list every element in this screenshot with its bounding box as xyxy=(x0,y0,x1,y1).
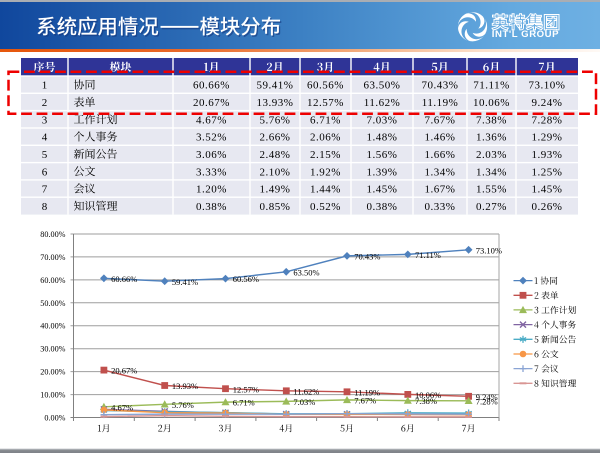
svg-text:71.11%: 71.11% xyxy=(415,250,441,260)
svg-text:40.00%: 40.00% xyxy=(40,322,65,331)
svg-text:63.50%: 63.50% xyxy=(364,80,401,92)
svg-text:2.03%: 2.03% xyxy=(476,149,507,161)
svg-text:10.06%: 10.06% xyxy=(415,390,441,400)
svg-text:9.24%: 9.24% xyxy=(532,97,563,109)
svg-text:73.10%: 73.10% xyxy=(529,80,566,92)
svg-text:1.56%: 1.56% xyxy=(367,149,398,161)
svg-text:20.00%: 20.00% xyxy=(40,368,65,377)
svg-text:59.41%: 59.41% xyxy=(172,277,198,287)
svg-text:11.19%: 11.19% xyxy=(354,387,380,397)
svg-text:1.92%: 1.92% xyxy=(310,166,341,178)
svg-text:5.76%: 5.76% xyxy=(172,400,194,410)
svg-text:70.00%: 70.00% xyxy=(40,253,65,262)
svg-text:7.67%: 7.67% xyxy=(425,114,456,126)
svg-text:5: 5 xyxy=(42,149,48,161)
svg-text:7.38%: 7.38% xyxy=(415,396,437,406)
svg-text:60.66%: 60.66% xyxy=(111,274,137,284)
svg-text:60.66%: 60.66% xyxy=(193,80,230,92)
svg-text:13.93%: 13.93% xyxy=(257,97,294,109)
svg-text:11.62%: 11.62% xyxy=(364,97,401,109)
svg-text:2.15%: 2.15% xyxy=(310,149,341,161)
svg-text:0.38%: 0.38% xyxy=(367,201,398,213)
svg-text:1.36%: 1.36% xyxy=(476,132,507,144)
svg-text:50.00%: 50.00% xyxy=(40,299,65,308)
svg-text:1.66%: 1.66% xyxy=(425,149,456,161)
svg-text:1.93%: 1.93% xyxy=(532,149,563,161)
svg-text:0.00%: 0.00% xyxy=(44,414,65,423)
svg-text:30.00%: 30.00% xyxy=(40,345,65,354)
svg-text:63.50%: 63.50% xyxy=(293,267,319,277)
svg-text:4.67%: 4.67% xyxy=(111,402,133,412)
svg-text:1.39%: 1.39% xyxy=(367,166,398,178)
svg-text:1.67%: 1.67% xyxy=(425,184,456,196)
svg-text:3.33%: 3.33% xyxy=(196,166,227,178)
svg-text:60.56%: 60.56% xyxy=(233,274,259,284)
svg-text:7.03%: 7.03% xyxy=(367,114,398,126)
svg-text:80.00%: 80.00% xyxy=(40,230,65,239)
svg-text:4: 4 xyxy=(42,132,48,144)
svg-text:7.03%: 7.03% xyxy=(293,397,315,407)
svg-text:2.06%: 2.06% xyxy=(310,132,341,144)
svg-text:7: 7 xyxy=(42,184,48,196)
svg-text:70.43%: 70.43% xyxy=(354,252,380,262)
svg-text:1.46%: 1.46% xyxy=(425,132,456,144)
svg-text:6.71%: 6.71% xyxy=(310,114,341,126)
svg-text:8: 8 xyxy=(42,201,48,213)
svg-text:0.33%: 0.33% xyxy=(425,201,456,213)
svg-text:1.49%: 1.49% xyxy=(260,184,291,196)
svg-text:2.66%: 2.66% xyxy=(260,132,291,144)
svg-text:5.76%: 5.76% xyxy=(260,114,291,126)
svg-text:7.67%: 7.67% xyxy=(354,396,376,406)
svg-text:0.27%: 0.27% xyxy=(476,201,507,213)
svg-text:20.67%: 20.67% xyxy=(193,97,230,109)
svg-text:9.24%: 9.24% xyxy=(476,392,498,402)
svg-text:0.26%: 0.26% xyxy=(532,201,563,213)
svg-text:6.71%: 6.71% xyxy=(233,398,255,408)
svg-text:1.29%: 1.29% xyxy=(532,132,563,144)
svg-text:10.00%: 10.00% xyxy=(40,391,65,400)
svg-text:0.52%: 0.52% xyxy=(310,201,341,213)
svg-text:6: 6 xyxy=(42,166,48,178)
svg-text:73.10%: 73.10% xyxy=(476,245,502,255)
svg-text:1.45%: 1.45% xyxy=(367,184,398,196)
svg-text:60.56%: 60.56% xyxy=(307,80,344,92)
svg-text:2.10%: 2.10% xyxy=(260,166,291,178)
svg-text:1.45%: 1.45% xyxy=(532,184,563,196)
svg-text:1: 1 xyxy=(42,80,48,92)
svg-text:12.57%: 12.57% xyxy=(233,384,259,394)
svg-text:20.67%: 20.67% xyxy=(111,366,137,376)
svg-text:4.67%: 4.67% xyxy=(196,114,227,126)
svg-text:3.06%: 3.06% xyxy=(196,149,227,161)
svg-text:7.28%: 7.28% xyxy=(476,396,498,406)
svg-text:3: 3 xyxy=(42,114,48,126)
svg-text:1.20%: 1.20% xyxy=(196,184,227,196)
svg-text:70.43%: 70.43% xyxy=(422,80,459,92)
svg-text:2: 2 xyxy=(42,97,48,109)
svg-text:0.85%: 0.85% xyxy=(260,201,291,213)
svg-text:2.48%: 2.48% xyxy=(260,149,291,161)
svg-text:12.57%: 12.57% xyxy=(307,97,344,109)
svg-text:11.62%: 11.62% xyxy=(293,386,319,396)
svg-text:59.41%: 59.41% xyxy=(257,80,294,92)
svg-text:71.11%: 71.11% xyxy=(473,80,510,92)
svg-text:1.25%: 1.25% xyxy=(532,166,563,178)
svg-text:7.38%: 7.38% xyxy=(476,114,507,126)
svg-text:1.44%: 1.44% xyxy=(310,184,341,196)
svg-text:13.93%: 13.93% xyxy=(172,381,198,391)
svg-text:1.55%: 1.55% xyxy=(476,184,507,196)
svg-text:INT'L GROUP: INT'L GROUP xyxy=(492,29,559,40)
svg-text:3.52%: 3.52% xyxy=(196,132,227,144)
svg-text:1.34%: 1.34% xyxy=(476,166,507,178)
svg-text:11.19%: 11.19% xyxy=(422,97,459,109)
svg-text:7.28%: 7.28% xyxy=(532,114,563,126)
svg-text:0.38%: 0.38% xyxy=(196,201,227,213)
svg-text:1.48%: 1.48% xyxy=(367,132,398,144)
svg-text:1.34%: 1.34% xyxy=(425,166,456,178)
svg-text:60.00%: 60.00% xyxy=(40,276,65,285)
svg-text:10.06%: 10.06% xyxy=(473,97,510,109)
